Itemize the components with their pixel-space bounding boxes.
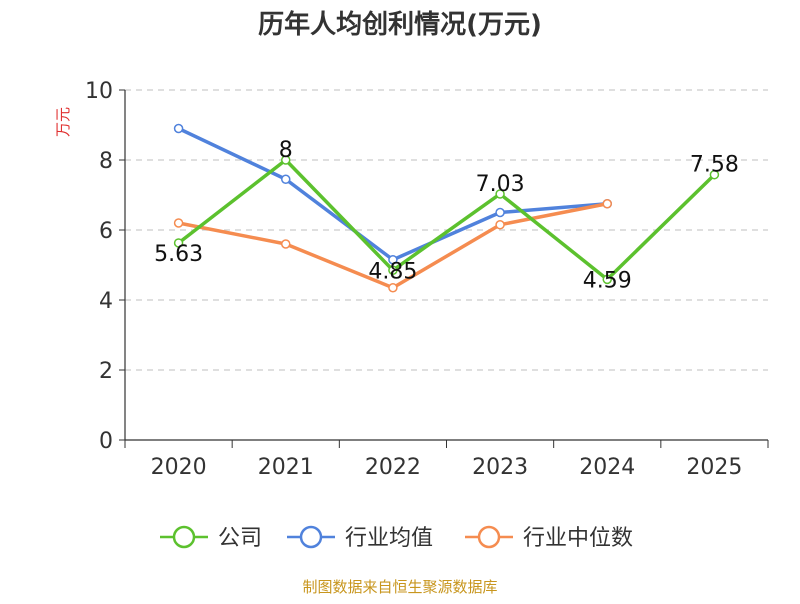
data-point [388,265,398,275]
series-0 [173,155,720,285]
data-point [173,238,184,248]
y-tick-label: 0 [99,429,113,454]
data-point [173,123,184,134]
legend-marker-icon [172,525,196,549]
data-point [281,155,291,165]
source-note: 制图数据来自恒生聚源数据库 [302,578,497,596]
data-point [602,199,612,209]
legend-label: 行业均值 [345,526,433,551]
x-tick-label: 2021 [258,455,314,480]
data-point [495,189,505,199]
data-labels: 5.63 8 4.85 7.03 4.59 7.58 [154,138,739,293]
legend-item-1[interactable]: 行业均值 [287,525,433,551]
legend-marker-icon [477,525,501,549]
data-label: 5.63 [154,242,203,267]
x-tick-label: 2022 [365,455,421,480]
y-tick-label: 2 [99,359,113,384]
series-lines [173,123,720,293]
data-label: 7.58 [690,153,739,178]
legend-item-2[interactable]: 行业中位数 [465,525,633,551]
data-point [709,169,720,180]
data-point [495,207,505,218]
data-point [388,255,398,265]
x-tick-label: 2023 [472,455,528,480]
data-point [388,283,398,293]
axes: 0 2 4 6 8 10 2020 2021 2022 2023 2024 2025 [85,79,769,480]
legend-label: 行业中位数 [523,526,633,551]
chart-title: 历年人均创利情况(万元) [258,9,542,40]
y-axis-label: 万元 [54,107,72,137]
data-point [173,218,184,228]
legend: 公司 行业均值 行业中位数 [160,525,633,551]
y-tick-label: 10 [85,79,113,104]
series-line [177,158,716,282]
data-label: 4.85 [368,259,417,284]
data-point [281,239,291,249]
y-tick-label: 8 [99,149,113,174]
x-tick-label: 2025 [686,455,742,480]
data-point [281,174,291,184]
y-tick-label: 6 [99,219,113,244]
legend-marker-icon [299,525,323,549]
series-2 [173,199,612,293]
data-label: 8 [279,138,293,163]
x-tick-label: 2020 [151,455,207,480]
y-tick-label: 4 [99,289,113,314]
legend-label: 公司 [218,526,262,551]
legend-item-0[interactable]: 公司 [160,525,262,551]
data-point [602,274,612,285]
data-label: 4.59 [583,268,632,293]
data-point [495,220,505,230]
data-label: 7.03 [476,172,525,197]
x-tick-label: 2024 [579,455,635,480]
